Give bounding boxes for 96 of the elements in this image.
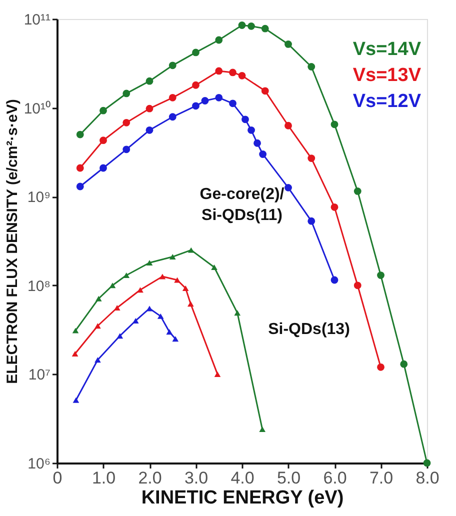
point <box>166 329 173 335</box>
point <box>188 301 194 307</box>
point <box>114 305 120 310</box>
x-tick-label: 6.0 <box>323 468 347 488</box>
point <box>330 120 338 128</box>
y-tick-label: 10⁶ <box>28 456 50 472</box>
point <box>354 282 362 290</box>
y-tick-label: 10¹¹ <box>24 12 50 28</box>
x-axis-title: KINETIC ENERGY (eV) <box>141 488 344 508</box>
y-tick-label: 10⁹ <box>27 189 50 206</box>
point <box>72 397 80 403</box>
point <box>116 333 124 339</box>
point <box>308 63 316 70</box>
annotation: Ge-core(2)/ Si-QDs(11) <box>200 186 285 224</box>
point <box>214 371 221 377</box>
point <box>168 62 176 70</box>
text: Vs=13V <box>352 65 422 86</box>
point <box>229 100 236 108</box>
point <box>100 164 107 172</box>
point <box>72 328 79 334</box>
point <box>377 272 384 279</box>
point <box>308 154 316 162</box>
point <box>330 203 338 211</box>
point <box>157 313 164 319</box>
point <box>95 296 102 302</box>
point <box>100 136 107 144</box>
point <box>229 68 236 76</box>
point <box>192 81 200 89</box>
point <box>354 188 362 195</box>
x-tick-label: 3.0 <box>184 468 208 488</box>
point <box>284 184 292 192</box>
point <box>76 130 84 138</box>
x-tick-label: 1.0 <box>92 468 116 488</box>
text: Vs=14V <box>352 39 422 60</box>
point <box>211 264 218 270</box>
point <box>201 97 209 104</box>
point <box>192 48 200 56</box>
x-tick-label: 0 <box>52 468 62 488</box>
point <box>76 164 84 172</box>
point <box>215 94 223 102</box>
point <box>215 67 223 75</box>
point <box>168 94 176 102</box>
point <box>248 126 255 134</box>
point <box>122 118 130 126</box>
x-tick-label: 5.0 <box>276 468 301 488</box>
point <box>146 104 154 112</box>
point <box>146 77 154 85</box>
point <box>308 217 316 225</box>
y-tick-label: 10⁸ <box>27 278 50 295</box>
point <box>182 285 189 291</box>
point <box>168 113 176 121</box>
point <box>238 22 246 29</box>
y-tick-label: 10⁷ <box>28 366 50 384</box>
point <box>72 350 78 356</box>
point <box>188 247 194 253</box>
point <box>248 22 255 30</box>
point <box>330 276 338 284</box>
point <box>261 87 269 95</box>
point <box>169 254 176 260</box>
point <box>192 102 200 110</box>
y-tick-label: 10¹⁰ <box>24 100 50 118</box>
point <box>400 360 408 368</box>
x-tick-label: 7.0 <box>369 468 394 488</box>
x-tick-label: 4.0 <box>230 468 254 488</box>
point <box>238 72 246 80</box>
point <box>284 122 292 130</box>
point <box>215 36 223 44</box>
annotation: Si-QDs(13) <box>268 321 350 338</box>
point <box>100 106 107 114</box>
point <box>242 116 249 124</box>
point <box>146 126 154 134</box>
point <box>94 323 101 329</box>
point <box>109 282 116 288</box>
x-tick-label: 2.0 <box>138 468 162 488</box>
point <box>377 363 384 371</box>
point <box>132 318 139 324</box>
point <box>122 90 130 98</box>
point <box>123 272 130 278</box>
point <box>284 40 292 48</box>
point <box>146 260 153 266</box>
point <box>172 336 179 342</box>
x-tick-label: 8.0 <box>416 468 440 488</box>
point <box>146 306 153 312</box>
point <box>259 426 266 432</box>
point <box>159 274 166 280</box>
point <box>254 139 261 147</box>
point <box>234 310 241 316</box>
point <box>76 182 84 190</box>
point <box>122 146 130 154</box>
point <box>137 287 144 293</box>
y-axis-title: ELECTRON FLUX DENSITY (e/cm²·s·eV) <box>4 99 21 384</box>
point <box>259 150 267 158</box>
point <box>261 24 269 32</box>
text: Vs=12V <box>352 91 422 112</box>
point <box>94 357 101 363</box>
point <box>174 277 180 283</box>
